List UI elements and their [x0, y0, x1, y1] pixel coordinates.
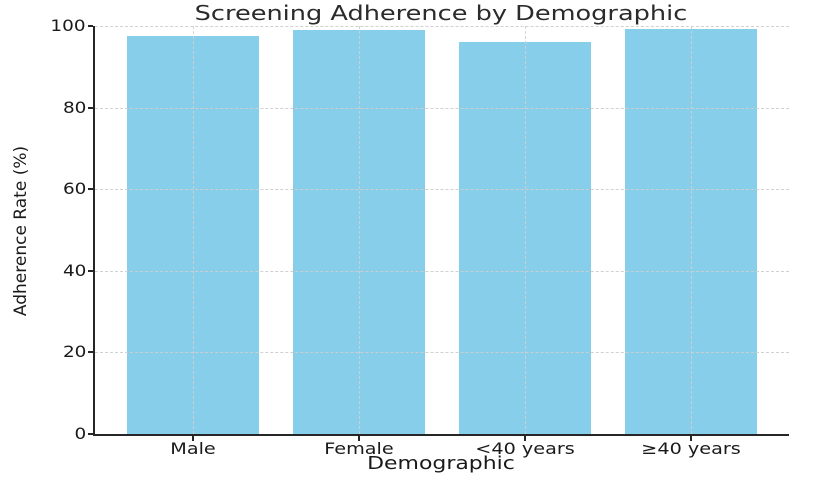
chart-title: Screening Adherence by Demographic [194, 1, 688, 25]
y-tick-mark [88, 351, 93, 354]
x-tick-label: <40 years [475, 439, 575, 458]
y-tick-mark [88, 433, 93, 435]
y-tick-mark [88, 269, 93, 272]
y-tick-mark [88, 106, 93, 109]
y-tick-label: 0 [74, 424, 86, 444]
y-tick-mark [88, 188, 93, 191]
x-tick-label: ≥40 years [641, 439, 741, 458]
y-tick-label: 80 [62, 97, 86, 117]
y-tick-label: 40 [62, 260, 86, 280]
y-tick-label: 20 [62, 342, 86, 362]
x-tick-mark [357, 436, 360, 441]
y-tick-label: 100 [50, 16, 86, 36]
horizontal-gridline [95, 270, 789, 272]
vertical-gridline [525, 26, 526, 434]
bar [292, 29, 426, 434]
vertical-gridline [358, 26, 360, 434]
horizontal-gridline [95, 26, 789, 27]
vertical-gridline [192, 26, 194, 434]
y-tick-label: 60 [62, 179, 86, 199]
bar [126, 36, 260, 434]
x-tick-label: Female [324, 439, 394, 458]
x-tick-mark [690, 436, 693, 441]
x-tick-label: Male [170, 439, 216, 458]
y-tick-mark [88, 25, 93, 27]
x-tick-mark [191, 436, 194, 441]
x-axis-label: Demographic [367, 453, 515, 474]
plot-inner: Male Female <40 years ≥40 years 0 20 40 60 80 100 [51, 16, 789, 458]
horizontal-gridline [95, 107, 789, 109]
x-tick-mark [524, 436, 526, 441]
horizontal-gridline [95, 352, 789, 354]
vertical-gridline [691, 26, 693, 434]
plot-area: Male Female <40 years ≥40 years 0 20 40 60 80 100 [51, 16, 789, 458]
horizontal-gridline [95, 189, 789, 191]
y-axis-label: Adherence Rate (%) [11, 145, 31, 317]
